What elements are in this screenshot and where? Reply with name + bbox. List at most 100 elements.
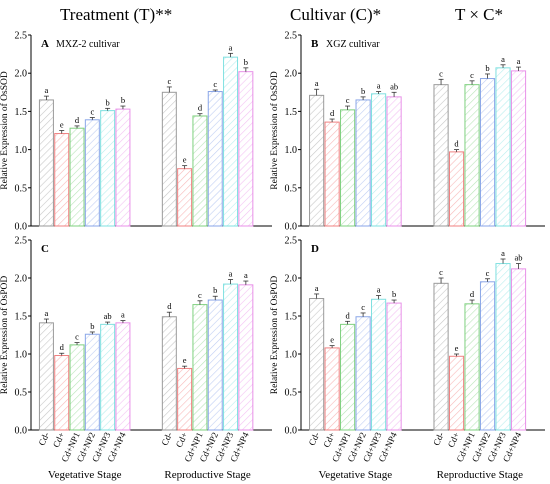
significance-letter: b (90, 321, 94, 331)
significance-letter: a (377, 284, 381, 294)
panel-subtitle: MXZ-2 cultivar (56, 39, 120, 50)
y-tick-label: 1.0 (285, 145, 298, 156)
panel-letter: A (41, 38, 49, 50)
y-tick-label: 2.5 (285, 236, 298, 247)
y-tick-label: 2.5 (15, 236, 28, 247)
bar (386, 302, 402, 431)
bar (69, 344, 85, 431)
bar (309, 94, 325, 227)
significance-letter: c (470, 70, 474, 80)
significance-letter: b (106, 97, 110, 107)
bar (371, 298, 387, 431)
y-tick-label: 2.0 (285, 69, 298, 80)
bar (54, 133, 70, 227)
bar (355, 99, 371, 227)
significance-letter: c (439, 267, 443, 277)
bar (495, 263, 511, 431)
bar (238, 284, 254, 431)
panel-b: 0.0 0.5 1.0 1.5 2.0 2.5 Relative Expression of… (269, 31, 545, 233)
header-treatment: Treatment (T)** (60, 5, 173, 24)
stage-label: Vegetative Stage (319, 469, 393, 481)
bar (386, 96, 402, 227)
bar (38, 322, 54, 431)
y-axis-label: Relative Expression of OsSOD (0, 71, 10, 190)
significance-letter: a (45, 308, 49, 318)
significance-letter: d (75, 115, 80, 125)
y-tick-label: 2.0 (285, 274, 298, 285)
bar (223, 56, 239, 227)
panel-a: 0.0 0.5 1.0 1.5 2.0 2.5 Relative Expression of… (0, 31, 272, 233)
significance-letter: b (244, 57, 248, 67)
bar (324, 121, 340, 227)
category-label: Cd+ (51, 431, 67, 449)
bar (54, 355, 70, 431)
bar (84, 119, 100, 227)
significance-letter: c (75, 332, 79, 342)
category-label: Cd+ (446, 431, 462, 449)
y-tick-label: 1.0 (15, 145, 28, 156)
bar (115, 108, 131, 227)
y-tick-label: 0.5 (15, 388, 28, 399)
significance-letter: a (121, 310, 125, 320)
significance-letter: ab (390, 81, 398, 91)
category-label: Cd- (431, 431, 446, 447)
stage-label: Reproductive Stage (437, 469, 524, 481)
bar (192, 304, 208, 431)
significance-letter: e (60, 120, 64, 130)
category-label: Cd+ (321, 431, 337, 449)
y-tick-label: 1.5 (285, 107, 298, 118)
significance-letter: d (60, 342, 65, 352)
significance-letter: c (361, 302, 365, 312)
y-axis-label: Relative Expression of OsPOD (0, 276, 10, 395)
significance-letter: e (330, 335, 334, 345)
significance-letter: d (167, 301, 172, 311)
bar (177, 367, 193, 431)
bar (479, 78, 496, 227)
bar (340, 323, 356, 431)
bar (84, 333, 100, 431)
significance-letter: c (213, 79, 217, 89)
significance-letter: c (167, 76, 171, 86)
stage-label: Reproductive Stage (164, 469, 251, 481)
significance-letter: a (315, 283, 319, 293)
y-tick-label: 1.5 (15, 107, 28, 118)
bar (161, 316, 177, 431)
y-tick-label: 0.5 (285, 388, 298, 399)
bar-group-vegetative: a e dc b b (38, 85, 131, 227)
significance-letter: a (229, 269, 233, 279)
stage-label: Vegetative Stage (48, 469, 122, 481)
y-tick-label: 0.0 (15, 222, 28, 233)
panel-subtitle: XGZ cultivar (326, 39, 380, 50)
bar (100, 323, 116, 431)
y-tick-label: 2.0 (15, 69, 28, 80)
significance-letter: a (377, 81, 381, 91)
bar (340, 109, 356, 227)
bar (355, 316, 371, 431)
bar (161, 91, 177, 227)
y-tick-label: 0.0 (285, 222, 298, 233)
significance-letter: b (392, 289, 396, 299)
significance-letter: e (183, 155, 187, 165)
y-tick-label: 1.5 (15, 312, 28, 323)
bar (207, 91, 223, 227)
panel-letter: B (311, 38, 319, 50)
y-axis-label: Relative Expression of OsSOD (269, 71, 280, 190)
y-tick-label: 1.0 (15, 350, 28, 361)
bar (177, 168, 193, 227)
bar (433, 84, 449, 227)
bar (433, 282, 449, 431)
significance-letter: c (346, 95, 350, 105)
bar (464, 303, 480, 431)
bar (207, 299, 223, 431)
bar (100, 110, 116, 227)
significance-letter: a (501, 54, 505, 64)
significance-letter: c (90, 107, 94, 117)
significance-letter: d (330, 108, 335, 118)
bar (510, 268, 527, 431)
category-label: Cd- (36, 431, 51, 447)
bar-group-reproductive: c d c b a a (433, 54, 527, 227)
